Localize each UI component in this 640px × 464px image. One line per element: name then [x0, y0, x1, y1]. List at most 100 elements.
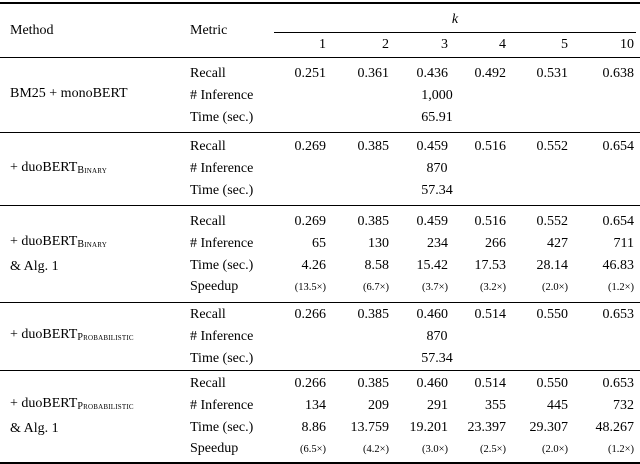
speedup-cell: (4.2×) [362, 444, 389, 455]
value-cell: 0.492 [474, 66, 507, 81]
value-cell: 0.269 [294, 214, 327, 229]
table-row: # Inference 1,000 [0, 85, 640, 107]
value-cell: 0.436 [416, 66, 449, 81]
metric-label: Recall [190, 376, 226, 391]
method-name: + duoBERT [10, 159, 78, 175]
value-cell: 0.385 [357, 376, 390, 391]
col-header-k-10: 10 [620, 37, 635, 52]
value-cell-span: 870 [426, 329, 448, 344]
value-cell: 0.654 [602, 214, 635, 229]
row-group-bm25-monobert: BM25 + monoBERT Recall 0.251 0.361 0.436… [0, 57, 640, 133]
table-row: + duoBERTBinary Recall 0.269 0.385 0.459… [0, 133, 640, 176]
value-cell: 711 [613, 236, 635, 251]
value-cell: 4.26 [301, 258, 327, 273]
value-cell: 29.307 [529, 420, 569, 435]
value-cell: 0.385 [357, 214, 390, 229]
value-cell: 23.397 [467, 420, 507, 435]
value-cell: 0.460 [416, 307, 449, 322]
k-group-rule: k [274, 7, 637, 33]
metric-label: Time (sec.) [190, 420, 254, 435]
method-subscript: Binary [77, 164, 107, 176]
method-cell: + duoBERTProbabilistic & Alg. 1 [0, 371, 182, 464]
table-row: # Inference 134 209 291 355 445 732 [0, 395, 640, 417]
speedup-cell: (6.7×) [362, 282, 389, 293]
value-cell: 732 [613, 398, 635, 413]
table-row: Speedup (13.5×) (6.7×) (3.7×) (3.2×) (2.… [0, 277, 640, 303]
method-cell: + duoBERTProbabilistic [0, 303, 182, 371]
value-cell: 15.42 [416, 258, 449, 273]
value-cell: 0.516 [474, 214, 507, 229]
table-row: Speedup (6.5×) (4.2×) (3.0×) (2.5×) (2.0… [0, 439, 640, 463]
table-row: BM25 + monoBERT Recall 0.251 0.361 0.436… [0, 58, 640, 101]
value-cell: 0.552 [536, 139, 569, 154]
table-row: + duoBERTProbabilistic & Alg. 1 Recall 0… [0, 371, 640, 436]
value-cell: 0.514 [474, 307, 507, 322]
value-cell-span: 57.34 [421, 183, 453, 198]
method-name-line2: & Alg. 1 [10, 258, 59, 274]
method-cell: + duoBERTBinary [0, 133, 182, 206]
value-cell: 0.550 [536, 307, 569, 322]
value-cell: 234 [427, 236, 448, 251]
header-row-top: Method Metric k [0, 3, 640, 38]
speedup-cell: (1.2×) [607, 444, 635, 455]
metric-label: # Inference [190, 236, 254, 251]
metric-label: Time (sec.) [190, 351, 254, 366]
table-row: # Inference 65 130 234 266 427 711 [0, 233, 640, 255]
col-header-k-group: k [272, 3, 640, 33]
value-cell: 209 [368, 398, 389, 413]
speedup-cell: (3.2×) [479, 282, 506, 293]
row-group-duobert-binary-alg1: + duoBERTBinary & Alg. 1 Recall 0.269 0.… [0, 205, 640, 303]
metric-label: # Inference [190, 398, 254, 413]
value-cell: 0.459 [416, 139, 449, 154]
metric-label: Time (sec.) [190, 183, 254, 198]
table-row: # Inference 870 [0, 326, 640, 348]
method-subscript: Binary [77, 238, 107, 250]
metric-label: Recall [190, 139, 226, 154]
value-cell: 8.58 [364, 258, 390, 273]
speedup-cell: (3.0×) [421, 444, 448, 455]
table-row: # Inference 870 [0, 158, 640, 180]
col-header-k-3: 3 [441, 37, 448, 52]
value-cell: 0.460 [416, 376, 449, 391]
value-cell: 19.201 [409, 420, 449, 435]
value-cell: 291 [427, 398, 448, 413]
method-name: + duoBERT [10, 396, 78, 411]
row-group-duobert-probabilistic-alg1: + duoBERTProbabilistic & Alg. 1 Recall 0… [0, 370, 640, 464]
value-cell: 0.516 [474, 139, 507, 154]
col-header-metric: Metric [190, 22, 228, 38]
value-cell: 427 [547, 236, 568, 251]
speedup-cell: (2.0×) [541, 444, 568, 455]
method-name: + duoBERT [10, 233, 78, 249]
col-header-method: Method [10, 22, 54, 38]
value-cell: 8.86 [301, 420, 327, 435]
value-cell: 46.83 [602, 258, 635, 273]
metric-label: Speedup [190, 279, 239, 294]
col-header-k-5: 5 [561, 37, 568, 52]
value-cell: 0.266 [294, 307, 327, 322]
value-cell: 17.53 [474, 258, 507, 273]
value-cell: 0.531 [536, 66, 569, 81]
speedup-cell: (3.7×) [421, 282, 448, 293]
value-cell: 48.267 [595, 420, 635, 435]
method-name: + duoBERT [10, 327, 78, 342]
value-cell: 0.514 [474, 376, 507, 391]
value-cell: 266 [485, 236, 506, 251]
value-cell: 0.653 [602, 307, 635, 322]
metric-label: # Inference [190, 88, 254, 103]
value-cell-span: 65.91 [421, 110, 453, 125]
value-cell: 355 [485, 398, 506, 413]
value-cell: 130 [368, 236, 389, 251]
method-name-line2: & Alg. 1 [10, 421, 59, 436]
value-cell: 0.251 [294, 66, 327, 81]
value-cell: 0.550 [536, 376, 569, 391]
value-cell: 0.385 [357, 139, 390, 154]
k-label: k [451, 11, 459, 27]
value-cell: 0.266 [294, 376, 327, 391]
speedup-cell: (1.2×) [607, 282, 635, 293]
value-cell: 445 [547, 398, 568, 413]
method-cell: BM25 + monoBERT [0, 58, 182, 133]
value-cell: 0.361 [357, 66, 390, 81]
col-header-k-1: 1 [319, 37, 326, 52]
